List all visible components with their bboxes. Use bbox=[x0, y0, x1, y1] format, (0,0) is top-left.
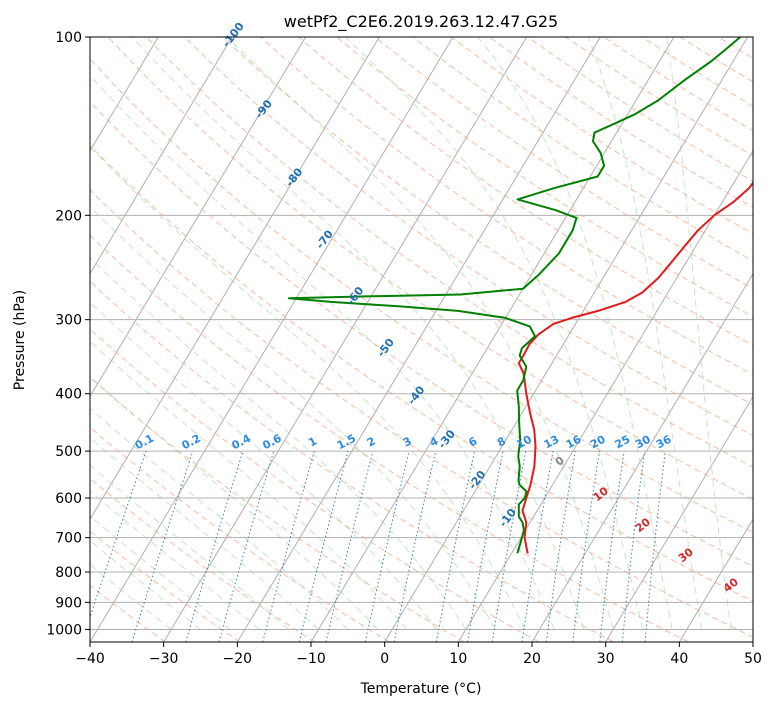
isotherm-line bbox=[90, 37, 159, 152]
x-tick-label: 0 bbox=[380, 651, 389, 667]
moist-adiabat bbox=[587, 37, 703, 630]
mixing-ratio-label: 36 bbox=[654, 433, 674, 452]
mixing-ratio-line bbox=[298, 450, 349, 642]
x-tick-label: −10 bbox=[296, 651, 326, 667]
x-axis: −40 −30 −20 −10 0 10 20 30 40 50 bbox=[75, 642, 762, 667]
dry-adiabat bbox=[90, 426, 390, 642]
moist-adiabat bbox=[90, 205, 496, 630]
moist-adiabat bbox=[477, 37, 673, 630]
chart-title: wetPf2_C2E6.2019.263.12.47.G25 bbox=[284, 12, 558, 32]
y-tick-label: 800 bbox=[55, 565, 82, 581]
moist-adiabat bbox=[90, 340, 408, 630]
dry-adiabat bbox=[298, 37, 753, 346]
moist-adiabat bbox=[90, 301, 437, 630]
y-tick-label: 300 bbox=[55, 313, 82, 329]
isotherm-line bbox=[678, 518, 753, 642]
mixing-ratio-line bbox=[572, 451, 600, 642]
x-tick-label: 20 bbox=[523, 651, 541, 667]
moist-adiabat bbox=[90, 375, 378, 630]
mixing-ratio-line bbox=[131, 450, 194, 642]
moist-adiabat bbox=[90, 146, 526, 630]
y-tick-label: 200 bbox=[55, 208, 82, 224]
x-tick-label: −40 bbox=[75, 651, 105, 667]
y-tick-label: 600 bbox=[55, 491, 82, 507]
mixing-ratio-line bbox=[621, 451, 646, 642]
plot-frame bbox=[89, 36, 754, 643]
moist-adiabat bbox=[90, 490, 260, 630]
mixing-ratio-line bbox=[644, 451, 666, 642]
dry-adiabat bbox=[90, 234, 689, 642]
mixing-ratio-label: 20 bbox=[588, 433, 608, 452]
mixing-ratio-line bbox=[364, 450, 410, 642]
mixing-ratio-line bbox=[185, 450, 244, 642]
moist-adiabat bbox=[666, 37, 732, 630]
y-tick-label: 900 bbox=[55, 595, 82, 611]
x-axis-label: Temperature (°C) bbox=[360, 681, 482, 697]
mixing-ratio-label: 30 bbox=[633, 433, 653, 452]
x-tick-label: 10 bbox=[449, 651, 467, 667]
x-tick-label: −30 bbox=[149, 651, 179, 667]
y-tick-label: 1000 bbox=[46, 622, 82, 638]
moist-adiabat bbox=[90, 515, 231, 630]
dry-adiabat bbox=[90, 328, 540, 642]
isotherm-line bbox=[90, 37, 233, 275]
moist-adiabat bbox=[90, 407, 349, 630]
x-tick-label: 30 bbox=[597, 651, 615, 667]
dry-adiabat bbox=[90, 58, 753, 534]
mixing-ratio-label: 13 bbox=[542, 433, 562, 452]
dry-adiabat bbox=[260, 37, 753, 376]
x-tick-label: −20 bbox=[223, 651, 253, 667]
mixing-ratio-line bbox=[325, 450, 374, 642]
isotherm-line bbox=[90, 37, 307, 398]
y-tick-label: 100 bbox=[55, 30, 82, 46]
isotherm-line bbox=[384, 37, 749, 642]
dry-adiabat bbox=[90, 477, 315, 642]
isotherm-line bbox=[310, 37, 675, 642]
y-axis: 100 200 300 400 500 600 700 800 900 1000 bbox=[46, 30, 90, 638]
dry-adiabat bbox=[222, 37, 753, 406]
mixing-ratio-line bbox=[521, 451, 554, 642]
mixing-ratio-line bbox=[262, 450, 315, 642]
mixing-ratio-label: 10 bbox=[514, 433, 534, 452]
dry-adiabat bbox=[90, 530, 241, 642]
x-tick-label: 40 bbox=[670, 651, 688, 667]
background-lines bbox=[90, 37, 753, 642]
moist-adiabat bbox=[226, 37, 614, 630]
dry-adiabat bbox=[90, 101, 753, 567]
temperature-profile-line bbox=[517, 181, 753, 554]
moist-adiabat bbox=[90, 436, 319, 630]
x-tick-label: 50 bbox=[744, 651, 762, 667]
isotherm-line bbox=[90, 37, 380, 521]
mixing-ratio-label: 25 bbox=[613, 433, 633, 452]
mixing-ratio-line bbox=[545, 451, 576, 642]
moist-adiabat bbox=[90, 464, 290, 630]
y-tick-label: 400 bbox=[55, 387, 82, 403]
isotherm-line bbox=[605, 395, 753, 642]
dry-adiabat bbox=[107, 37, 753, 500]
mixing-ratio-line bbox=[393, 450, 437, 642]
dry-adiabat bbox=[90, 144, 753, 602]
y-axis-label: Pressure (hPa) bbox=[12, 290, 28, 390]
isotherm-line bbox=[457, 149, 753, 642]
dry-adiabat bbox=[90, 584, 166, 642]
y-tick-label: 500 bbox=[55, 444, 82, 460]
moist-adiabat bbox=[90, 257, 467, 630]
isotherm-line bbox=[531, 272, 753, 642]
mixing-ratio-line bbox=[218, 450, 275, 642]
isotherm-line bbox=[236, 37, 601, 642]
dewpoint-profile-line bbox=[287, 37, 741, 554]
dry-adiabat bbox=[90, 376, 465, 642]
dry-adiabat bbox=[90, 189, 753, 638]
dry-adiabat bbox=[90, 280, 614, 642]
mixing-ratio-label: 16 bbox=[564, 433, 584, 452]
moist-adiabat bbox=[345, 37, 644, 630]
y-tick-label: 700 bbox=[55, 531, 82, 547]
series-layer bbox=[287, 37, 753, 554]
moist-adiabat bbox=[90, 74, 555, 630]
isotherm-line bbox=[90, 37, 454, 642]
mixing-ratio-line bbox=[599, 451, 625, 642]
